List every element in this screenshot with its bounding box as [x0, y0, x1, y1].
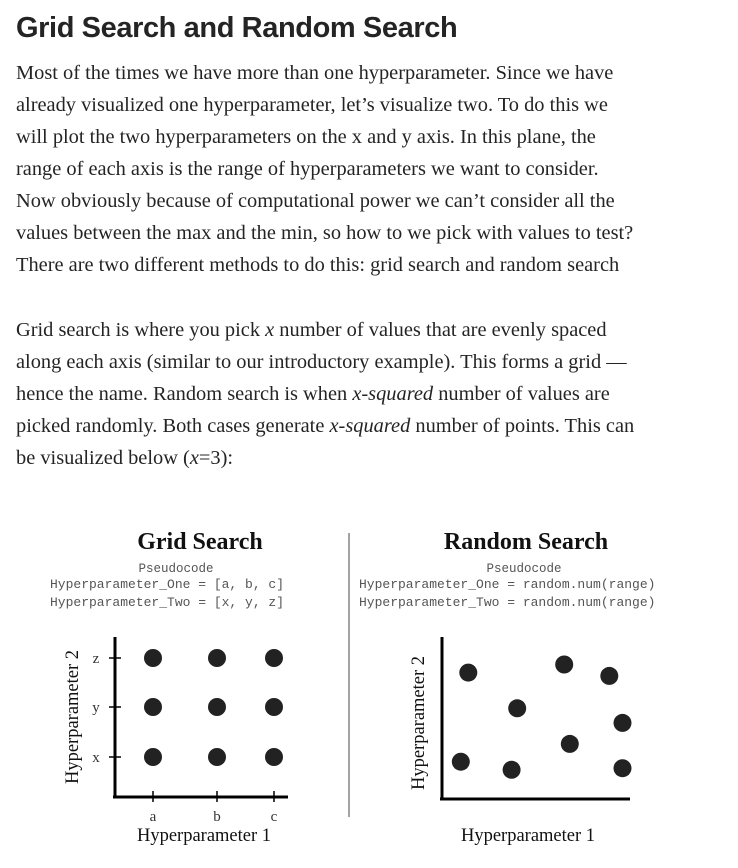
figure-canvas: Grid Search Pseudocode Hyperparameter_On… — [50, 529, 655, 846]
grid-code-line-1: Hyperparameter_One = [a, b, c] — [50, 577, 284, 592]
intro-paragraph: Most of the times we have more than one … — [16, 57, 716, 281]
text-run: be visualized below ( — [16, 447, 190, 469]
grid-point — [144, 698, 162, 716]
grid-point — [144, 649, 162, 667]
random-point — [613, 759, 632, 778]
random-point — [451, 752, 470, 771]
random-search-panel: Random Search Pseudocode Hyperparameter_… — [359, 529, 655, 846]
random-points — [451, 655, 632, 779]
grid-point — [144, 748, 162, 766]
grid-y-tick-label: x — [92, 750, 100, 766]
grid-search-title: Grid Search — [137, 529, 263, 555]
section-heading: Grid Search and Random Search — [16, 12, 458, 44]
paragraph-line: picked randomly. Both cases generate x-s… — [16, 410, 716, 442]
grid-x-axis-label: Hyperparameter 1 — [137, 826, 271, 846]
paragraph-line: values between the max and the min, so h… — [16, 222, 634, 244]
paragraph-line: range of each axis is the range of hyper… — [16, 158, 599, 180]
explanation-paragraph: Grid search is where you pick x number o… — [16, 314, 716, 474]
emphasis-text: x-squared — [329, 415, 411, 437]
grid-search-panel: Grid Search Pseudocode Hyperparameter_On… — [50, 529, 288, 846]
random-y-axis-label: Hyperparameter 2 — [409, 656, 429, 790]
random-pseudocode-label: Pseudocode — [486, 562, 561, 576]
text-run: number of points. This can — [410, 415, 635, 437]
paragraph-line: Most of the times we have more than one … — [16, 62, 614, 84]
paragraph-line: along each axis (similar to our introduc… — [16, 351, 627, 373]
paragraph-line: There are two different methods to do th… — [16, 254, 620, 276]
grid-point — [265, 698, 283, 716]
text-run: number of values that are evenly spaced — [274, 319, 607, 341]
random-point — [508, 699, 527, 718]
grid-point — [265, 748, 283, 766]
grid-y-tick-label: y — [92, 700, 100, 716]
random-point — [600, 666, 619, 685]
random-point — [555, 655, 574, 674]
grid-point — [208, 748, 226, 766]
emphasis-text: x — [189, 447, 199, 469]
random-search-title: Random Search — [444, 529, 608, 555]
text-run: number of values are — [433, 383, 610, 405]
search-comparison-figure: Grid Search Pseudocode Hyperparameter_On… — [0, 505, 738, 868]
paragraph-line: already visualized one hyperparameter, l… — [16, 94, 608, 116]
grid-y-axis-label: Hyperparameter 2 — [63, 650, 83, 784]
grid-point — [208, 649, 226, 667]
paragraph-line: Grid search is where you pick x number o… — [16, 314, 716, 346]
paragraph-line: be visualized below (x=3): — [16, 442, 716, 474]
paragraph-line: hence the name. Random search is when x-… — [16, 378, 716, 410]
text-run: =3): — [198, 447, 234, 469]
text-run: Grid search is where you pick — [16, 319, 266, 341]
text-run: picked randomly. Both cases generate — [16, 415, 330, 437]
random-point — [560, 734, 579, 753]
grid-x-tick-label: b — [213, 809, 221, 825]
random-point — [502, 760, 521, 779]
grid-point — [265, 649, 283, 667]
random-code-line-1: Hyperparameter_One = random.num(range) — [359, 577, 655, 592]
grid-pseudocode-label: Pseudocode — [138, 562, 213, 576]
grid-points — [144, 649, 283, 766]
grid-code-line-2: Hyperparameter_Two = [x, y, z] — [50, 595, 284, 610]
random-code-line-2: Hyperparameter_Two = random.num(range) — [359, 595, 655, 610]
random-point — [613, 713, 632, 732]
random-point — [459, 663, 478, 682]
paragraph-line: Now obviously because of computational p… — [16, 190, 615, 212]
grid-ticks: a b c x y z — [92, 651, 277, 825]
text-run: hence the name. Random search is when — [16, 383, 353, 405]
grid-y-tick-label: z — [93, 651, 100, 667]
grid-x-tick-label: c — [271, 809, 278, 825]
emphasis-text: x — [265, 319, 275, 341]
random-x-axis-label: Hyperparameter 1 — [461, 826, 595, 846]
grid-point — [208, 698, 226, 716]
emphasis-text: x-squared — [352, 383, 434, 405]
grid-x-tick-label: a — [150, 809, 157, 825]
paragraph-line: will plot the two hyperparameters on the… — [16, 126, 596, 148]
